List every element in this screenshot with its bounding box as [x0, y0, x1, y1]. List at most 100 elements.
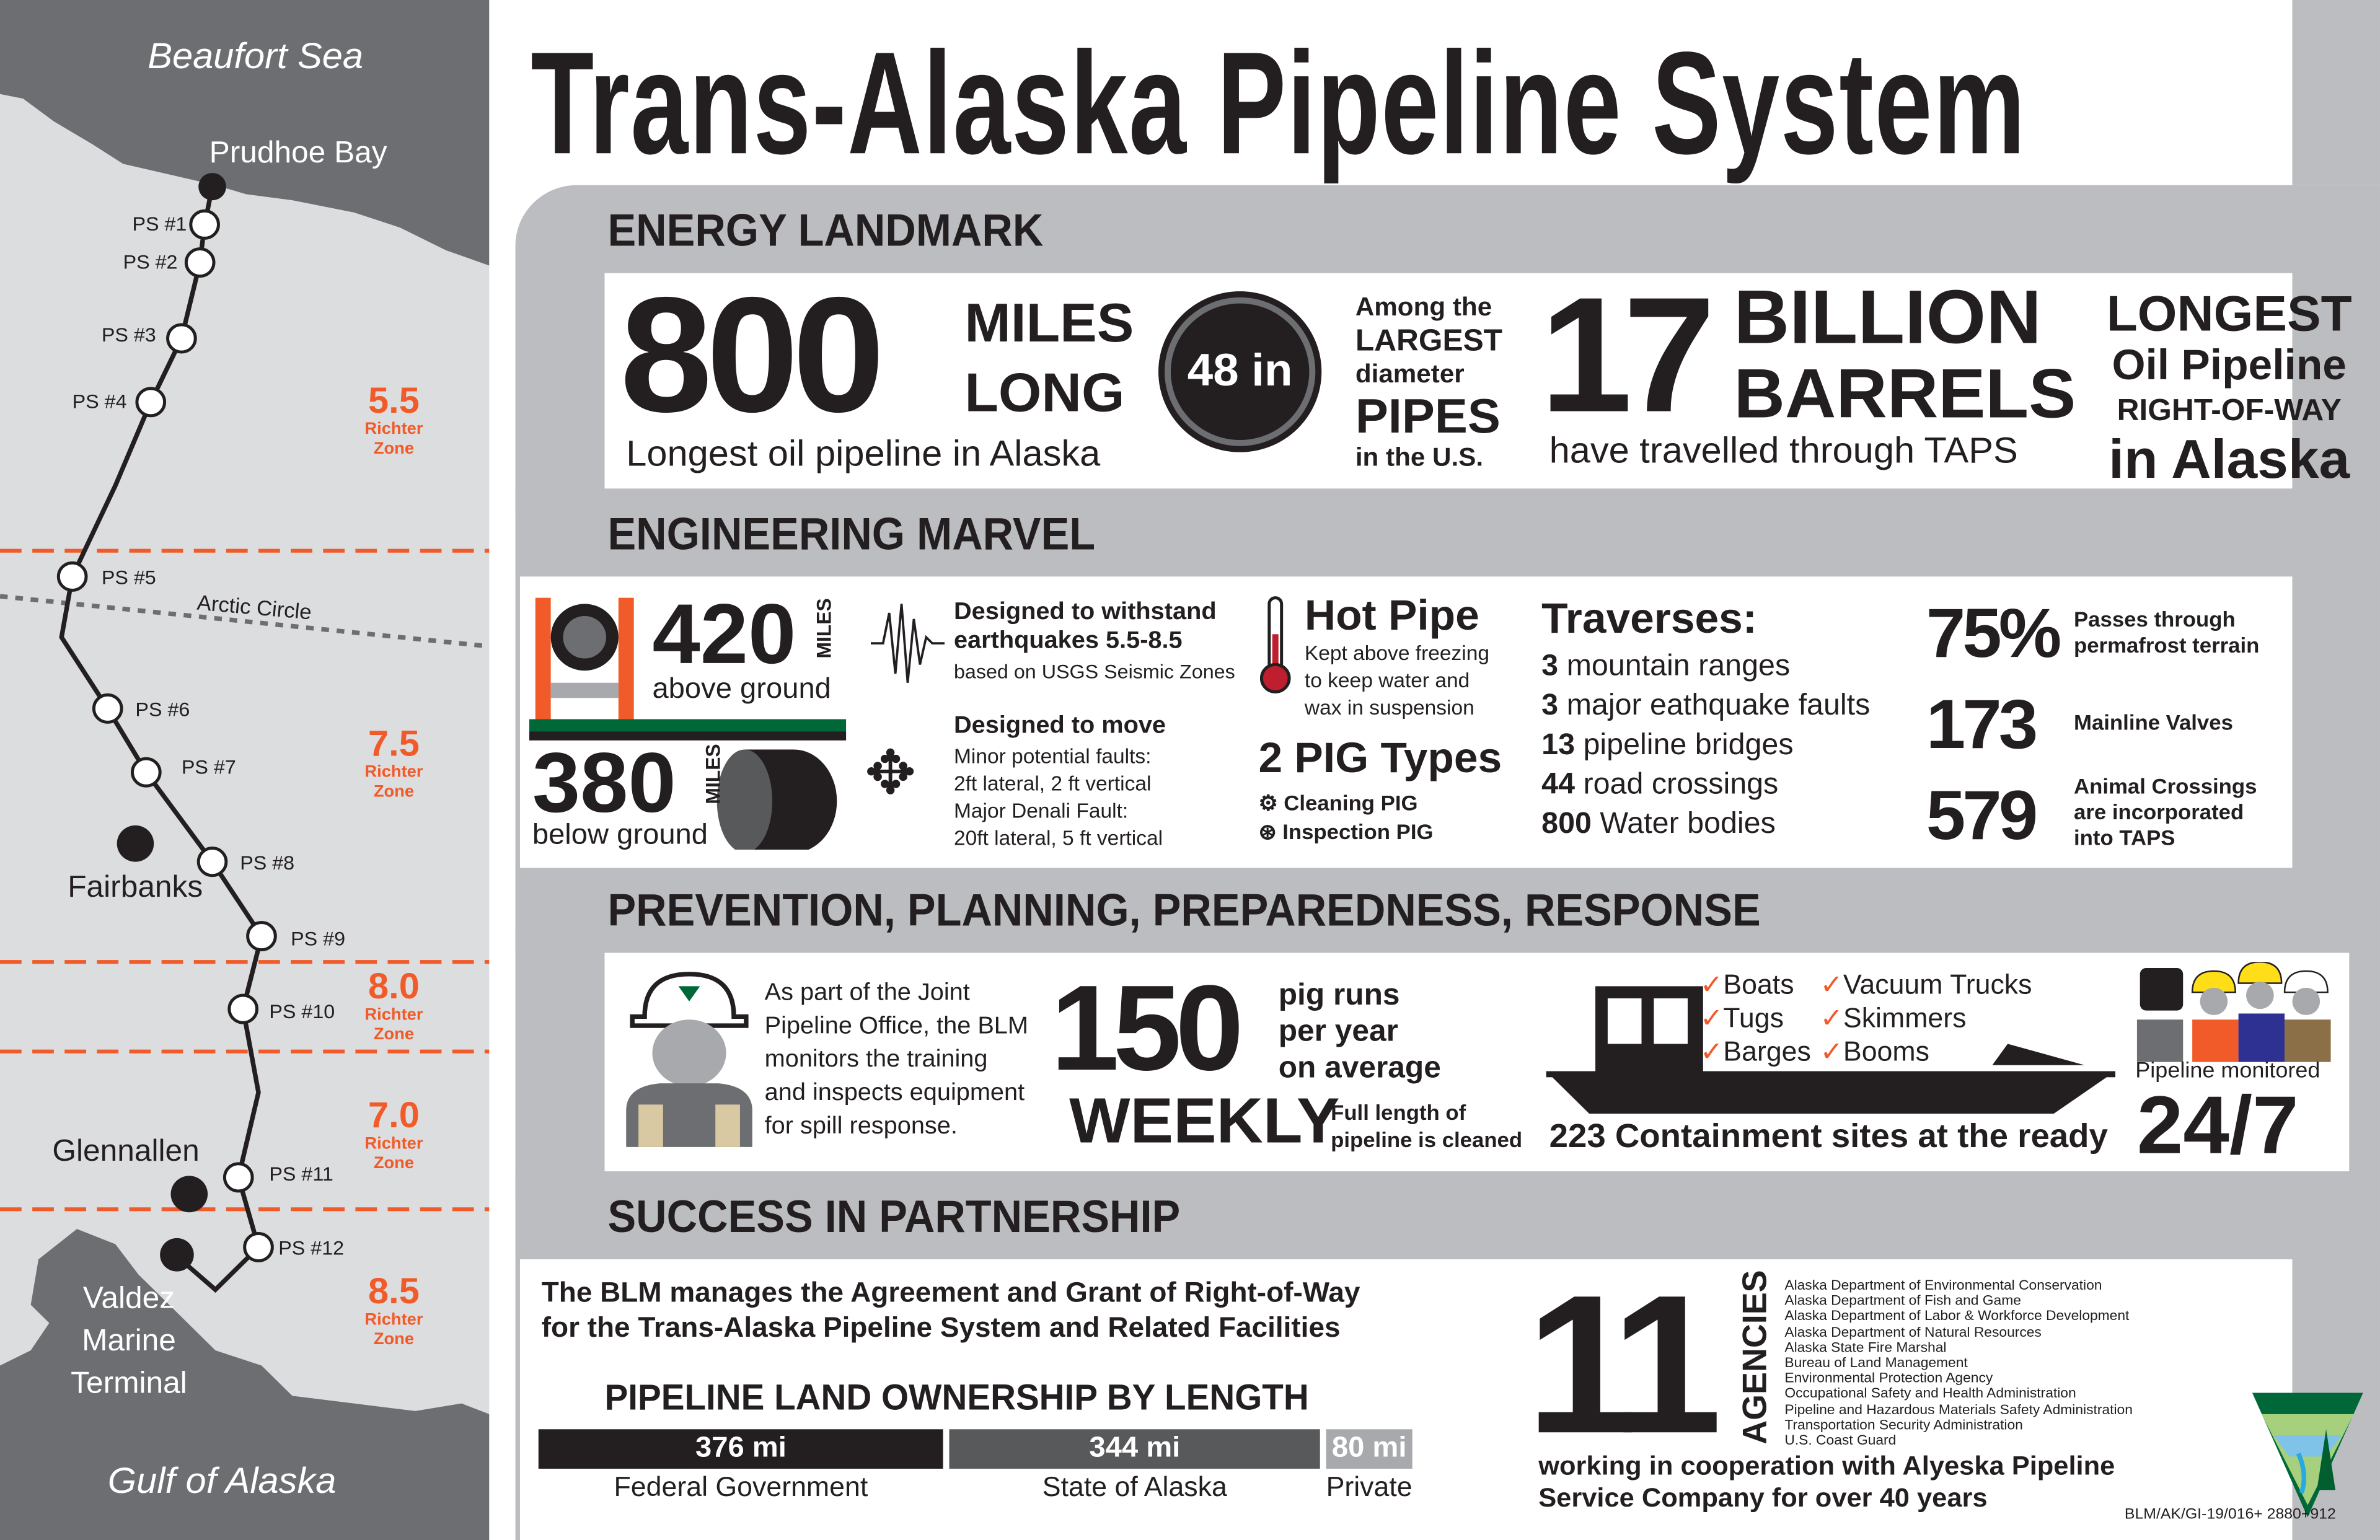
containment: 223 Containment sites at the ready [1549, 1116, 2108, 1155]
richter-zone: 5.5 Richter Zone [364, 381, 423, 459]
pig-runs: pig runs per year on average [1278, 979, 1441, 1085]
worker-icon [626, 972, 752, 1147]
workers-icon [2136, 962, 2331, 1062]
above-caption: above ground [652, 674, 831, 706]
ps-label: PS #8 [240, 851, 295, 874]
valdez-label: Valdez Marine Terminal [71, 1277, 187, 1405]
ownership-title: PIPELINE LAND OWNERSHIP BY LENGTH [604, 1378, 1309, 1419]
miles-word: MILES [964, 291, 1134, 354]
barrels-word: BARRELS [1734, 353, 2076, 433]
ps-label: PS #1 [132, 212, 187, 235]
agency-item: Alaska State Fire Marshal [1784, 1339, 1947, 1355]
pig-runs-number: 150 [1051, 960, 1244, 1096]
fairbanks-label: Fairbanks [68, 871, 203, 905]
traverse-item: 3 major eathquake faults [1541, 689, 1871, 723]
agencies-number: 11 [1526, 1253, 1722, 1475]
stat-label: Animal Crossings are incorporated into T… [2074, 773, 2257, 850]
agencies-word: AGENCIES [1735, 1270, 1774, 1445]
pig-types: 2 PIG Types [1258, 734, 1502, 781]
valdez-line: Terminal [71, 1366, 187, 1401]
pipes-word: PIPES [1355, 388, 1501, 443]
ps-label: PS #12 [278, 1236, 345, 1260]
pig-list: ⚙ Cleaning PIG ⊛ Inspection PIG [1258, 789, 1433, 847]
richter-zone: 8.5 Richter Zone [364, 1271, 423, 1349]
boat-icon [1546, 986, 2116, 1114]
ownership-label: Federal Government [614, 1471, 868, 1502]
blm-logo [2252, 1393, 2363, 1518]
move-title: Designed to move [953, 713, 1166, 739]
ps-label: PS #11 [269, 1162, 333, 1186]
ownership-segment: 344 mi [950, 1429, 1320, 1469]
energy-header: ENERGY LANDMARK [607, 206, 1044, 257]
quake-title: Designed to withstand earthquakes 5.5-8.… [953, 599, 1217, 654]
traverse-item: 800 Water bodies [1541, 807, 1776, 841]
monitored-label: Pipeline monitored [2135, 1058, 2320, 1084]
alaska-map: Beaufort Sea Gulf of Alaska Prudhoe Bay … [0, 0, 490, 1540]
agency-item: Alaska Department of Natural Resources [1784, 1324, 2042, 1339]
richter-zone: 7.5 Richter Zone [364, 723, 423, 801]
prevention-panel: As part of the Joint Pipeline Office, the… [604, 953, 2350, 1172]
pipe-diameter-circle: 48 in [1158, 291, 1322, 452]
agency-item: Alaska Department of Fish and Game [1784, 1293, 2021, 1308]
city-dots [117, 173, 226, 1272]
agency-item: Alaska Department of Environmental Conse… [1784, 1277, 2102, 1293]
above-number: 420 [652, 586, 796, 682]
quake-sub: based on USGS Seismic Zones [953, 660, 1235, 683]
agency-item: Bureau of Land Management [1784, 1355, 1968, 1370]
agency-item: Pipeline and Hazardous Materials Safety … [1784, 1401, 2133, 1417]
blm-manages: The BLM manages the Agreement and Grant … [541, 1276, 1360, 1343]
valdez-line: Valdez [82, 1282, 175, 1316]
agency-item: Occupational Safety and Health Administr… [1784, 1386, 2076, 1401]
long-word: LONG [964, 361, 1125, 424]
seismograph-icon [870, 604, 945, 683]
richter-zone: 8.0 Richter Zone [364, 966, 423, 1044]
agency-item: Transportation Security Administration [1784, 1417, 2023, 1432]
agency-list: Alaska Department of Environmental Conse… [1784, 1277, 2133, 1448]
pump-stations [56, 209, 277, 1262]
diameter-value: 48 in [1187, 346, 1293, 397]
page-title: Trans-Alaska Pipeline System [531, 22, 2027, 185]
agency-item: U.S. Coast Guard [1784, 1432, 1897, 1448]
equipment-list-1: ✓Boats ✓Tugs ✓Barges [1700, 968, 1811, 1068]
equipment-item: ✓Booms [1820, 1036, 1929, 1067]
cooperation: working in cooperation with Alyeska Pipe… [1538, 1450, 2115, 1513]
map-graphic [0, 0, 490, 1540]
prevention-header: PREVENTION, PLANNING, PREPAREDNESS, RESP… [607, 886, 1761, 936]
move-lines: Minor potential faults: 2ft lateral, 2 ft… [953, 745, 1163, 850]
equipment-list-2: ✓Vacuum Trucks ✓Skimmers ✓Booms [1820, 968, 2032, 1068]
monitored-value: 24/7 [2136, 1080, 2299, 1172]
doc-code: BLM/AK/GI-19/016+ 2880+912 [2124, 1507, 2336, 1524]
traverse-item: 13 pipeline bridges [1541, 728, 1794, 762]
ps-label: PS #5 [101, 566, 156, 589]
ps-label: PS #4 [72, 390, 127, 413]
move-arrows-icon: ✥ [864, 740, 917, 807]
cleaning-pig: ⚙ Cleaning PIG [1258, 790, 1418, 815]
stat-number: 173 [1926, 684, 2038, 763]
traverse-item: 3 mountain ranges [1541, 649, 1791, 683]
traverses-list: 3 mountain ranges 3 major eathquake faul… [1541, 646, 1870, 843]
partnership-panel: The BLM manages the Agreement and Grant … [519, 1253, 2293, 1540]
equipment-item: ✓Boats [1699, 969, 1794, 1000]
ownership-segment: 80 mi [1326, 1429, 1413, 1469]
agency-item: Alaska Department of Labor & Workforce D… [1784, 1308, 2130, 1324]
richter-zone-lines [0, 548, 490, 1212]
partnership-header: SUCCESS IN PARTNERSHIP [607, 1192, 1181, 1243]
stat-label: Mainline Valves [2074, 710, 2233, 734]
gulf-of-alaska [0, 1236, 490, 1540]
longest-row: LONGEST Oil Pipeline RIGHT-OF-WAY in Alaska [2106, 285, 2352, 490]
miles-number: 800 [620, 262, 884, 446]
stat-number: 579 [1926, 775, 2038, 855]
hot-lines: Kept above freezing to keep water and wax … [1304, 641, 1490, 719]
ps-label: PS #6 [135, 698, 190, 721]
in-us: in the U.S. [1355, 442, 1484, 472]
blm-text: As part of the Joint Pipeline Office, the… [764, 980, 1029, 1140]
engineering-header: ENGINEERING MARVEL [607, 509, 1096, 560]
barrels-number: 17 [1540, 262, 1716, 446]
ps-label: PS #7 [181, 755, 236, 778]
inspection-pig: ⊛ Inspection PIG [1258, 819, 1434, 844]
gulf-of-alaska-label: Gulf of Alaska [107, 1461, 337, 1502]
ownership-label: State of Alaska [1042, 1471, 1227, 1502]
ownership-labels: Federal Government State of Alaska Private [539, 1472, 1413, 1511]
thermometer-icon [1259, 596, 1291, 693]
